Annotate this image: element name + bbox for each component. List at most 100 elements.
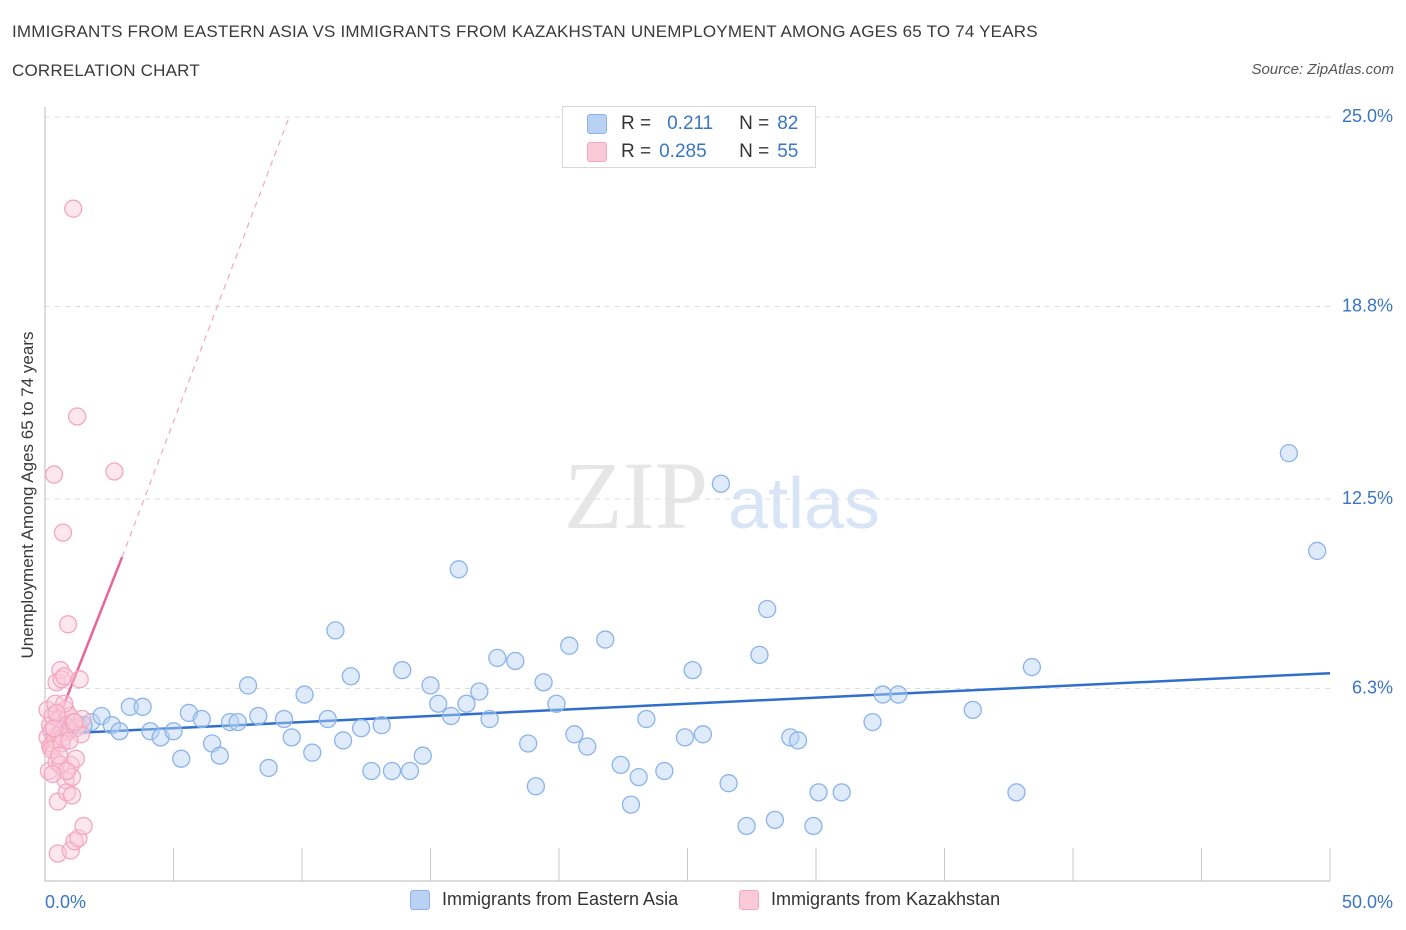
point-eastern-asia bbox=[560, 636, 579, 655]
point-eastern-asia bbox=[480, 709, 499, 729]
point-eastern-asia bbox=[565, 725, 584, 744]
point-eastern-asia bbox=[488, 648, 507, 668]
legend-n-value: 82 bbox=[777, 113, 799, 134]
y-tick-label: 12.5% bbox=[1342, 488, 1393, 508]
point-eastern-asia bbox=[92, 706, 111, 726]
x-tick-label: 50.0% bbox=[1342, 892, 1393, 912]
point-kazakhstan bbox=[47, 703, 66, 723]
point-eastern-asia bbox=[351, 719, 371, 738]
legend-n-label: N = bbox=[739, 113, 770, 134]
point-eastern-asia bbox=[413, 746, 432, 765]
point-kazakhstan bbox=[57, 761, 76, 781]
point-kazakhstan bbox=[44, 465, 64, 484]
watermark-atlas: atlas bbox=[728, 464, 880, 544]
point-kazakhstan bbox=[49, 746, 69, 765]
point-eastern-asia bbox=[526, 777, 546, 796]
point-eastern-asia bbox=[220, 712, 240, 732]
point-kazakhstan bbox=[64, 199, 83, 218]
point-eastern-asia bbox=[863, 712, 882, 732]
bottom-legend-label: Immigrants from Kazakhstan bbox=[771, 889, 1001, 909]
point-eastern-asia bbox=[765, 810, 785, 830]
point-eastern-asia bbox=[393, 660, 412, 680]
source-label: Source: ZipAtlas.com bbox=[1251, 61, 1394, 78]
point-eastern-asia bbox=[192, 709, 211, 729]
point-eastern-asia bbox=[326, 621, 345, 640]
y-tick-label: 6.3% bbox=[1352, 677, 1393, 697]
bottom-legend-eastern-asia[interactable]: Immigrants from Eastern Asia bbox=[410, 889, 678, 910]
point-kazakhstan bbox=[74, 816, 93, 836]
point-eastern-asia bbox=[341, 667, 360, 686]
bottom-legend-kazakhstan[interactable]: Immigrants from Kazakhstan bbox=[739, 889, 1000, 910]
point-eastern-asia bbox=[655, 761, 674, 781]
watermark: ZIP atlas bbox=[564, 442, 880, 549]
point-eastern-asia bbox=[318, 709, 337, 729]
legend-swatch-pink bbox=[587, 142, 607, 162]
point-eastern-asia bbox=[693, 725, 713, 744]
point-eastern-asia bbox=[873, 685, 892, 704]
point-eastern-asia bbox=[719, 774, 738, 793]
point-eastern-asia bbox=[750, 645, 769, 665]
point-eastern-asia bbox=[249, 706, 268, 726]
point-eastern-asia bbox=[519, 734, 538, 753]
legend-r-value: 0.285 bbox=[659, 141, 707, 162]
point-eastern-asia bbox=[274, 709, 294, 729]
point-eastern-asia bbox=[429, 694, 448, 713]
point-kazakhstan bbox=[55, 667, 74, 686]
point-kazakhstan bbox=[65, 712, 84, 732]
point-kazakhstan bbox=[52, 670, 71, 689]
point-eastern-asia bbox=[1308, 541, 1327, 561]
point-eastern-asia bbox=[259, 758, 278, 778]
point-kazakhstan bbox=[53, 523, 73, 542]
point-kazakhstan bbox=[70, 670, 89, 689]
point-eastern-asia bbox=[172, 749, 191, 768]
legend-swatch-blue bbox=[587, 114, 607, 134]
chart-subtitle: CORRELATION CHART bbox=[12, 61, 200, 80]
point-eastern-asia bbox=[333, 731, 353, 750]
point-eastern-asia bbox=[372, 715, 391, 735]
grid bbox=[45, 116, 1330, 689]
point-eastern-asia bbox=[441, 706, 461, 726]
point-eastern-asia bbox=[228, 712, 247, 732]
trend-lines bbox=[43, 116, 1331, 754]
point-eastern-asia bbox=[421, 676, 440, 695]
y-tick-label: 18.8% bbox=[1342, 295, 1393, 315]
legend-n-value: 55 bbox=[777, 141, 799, 162]
legend-n-label: N = bbox=[739, 141, 770, 162]
legend-row-eastern-asia: R = 0.211 N = 82 bbox=[587, 111, 798, 137]
point-kazakhstan bbox=[62, 786, 82, 805]
point-eastern-asia bbox=[120, 697, 139, 716]
point-eastern-asia bbox=[596, 630, 615, 649]
watermark-zip: ZIP bbox=[564, 442, 708, 549]
point-eastern-asia bbox=[449, 560, 468, 579]
point-eastern-asia bbox=[621, 795, 641, 814]
point-eastern-asia bbox=[804, 816, 823, 836]
point-eastern-asia bbox=[547, 694, 566, 713]
point-eastern-asia bbox=[470, 682, 489, 701]
point-eastern-asia bbox=[675, 728, 695, 747]
legend-row-kazakhstan: R = 0.285 N = 55 bbox=[587, 139, 798, 165]
legend-r-label: R = bbox=[621, 141, 652, 162]
point-eastern-asia bbox=[809, 783, 828, 802]
point-eastern-asia bbox=[400, 761, 420, 781]
point-eastern-asia bbox=[611, 755, 630, 775]
point-eastern-asia bbox=[295, 685, 314, 704]
point-eastern-asia bbox=[210, 746, 229, 765]
point-eastern-asia bbox=[457, 694, 476, 713]
bottom-legend-swatch-pink bbox=[739, 889, 759, 910]
point-eastern-asia bbox=[788, 731, 808, 750]
point-kazakhstan bbox=[43, 764, 62, 784]
point-eastern-asia bbox=[711, 474, 731, 493]
point-eastern-asia bbox=[629, 767, 648, 787]
point-eastern-asia bbox=[382, 761, 402, 781]
bottom-legend-label: Immigrants from Eastern Asia bbox=[442, 889, 679, 909]
point-eastern-asia bbox=[737, 816, 756, 836]
point-kazakhstan bbox=[67, 407, 87, 426]
point-eastern-asia bbox=[534, 673, 553, 692]
point-eastern-asia bbox=[164, 722, 183, 741]
x-tick-label: 0.0% bbox=[45, 892, 86, 912]
tick-labels: 6.3% 12.5% 18.8% 25.0% 0.0% 50.0% bbox=[45, 106, 1393, 912]
point-eastern-asia bbox=[303, 743, 322, 762]
point-kazakhstan bbox=[55, 694, 74, 713]
point-kazakhstan bbox=[105, 462, 124, 481]
